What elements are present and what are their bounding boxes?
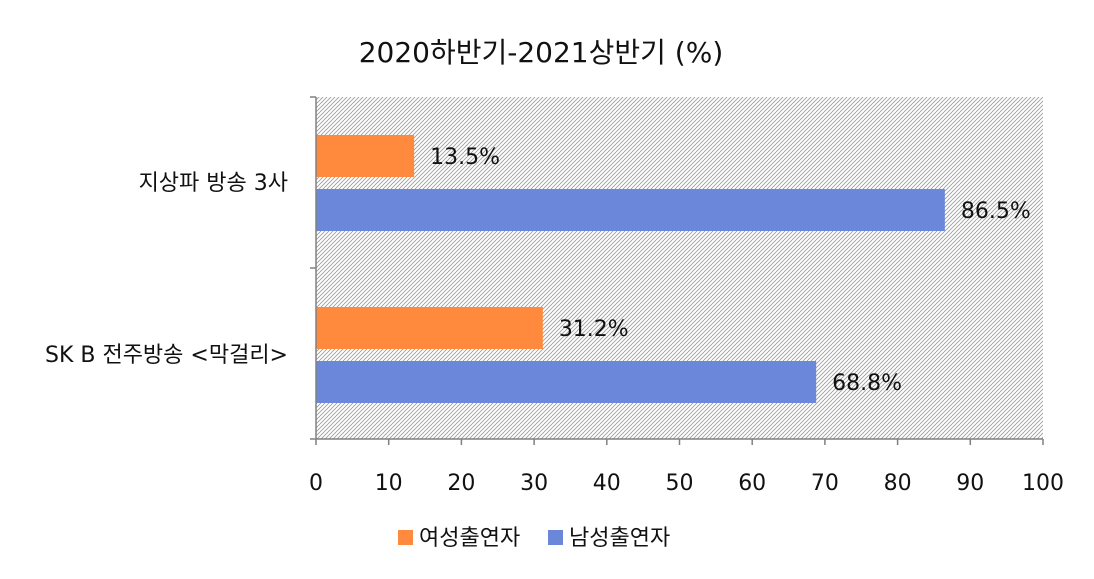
x-tick-label: 40 [593,471,621,496]
legend-swatch [548,530,563,545]
legend-swatch [398,530,413,545]
legend-label: 여성출연자 [419,526,520,551]
category-label: SK B 전주방송 <막걸리> [45,343,288,368]
x-tick-label: 30 [520,471,548,496]
x-tick-label: 80 [884,471,912,496]
bar [316,135,415,177]
legend-label: 남성출연자 [569,526,670,551]
bar [316,189,945,231]
x-tick-label: 10 [375,471,403,496]
data-label: 13.5% [430,145,500,170]
data-label: 31.2% [559,317,629,342]
chart-title: 2020하반기-2021상반기 (%) [359,36,724,69]
bar [316,361,817,403]
x-tick-label: 60 [738,471,766,496]
x-tick-label: 50 [666,471,694,496]
x-tick-label: 70 [811,471,839,496]
category-label: 지상파 방송 3사 [139,171,288,196]
x-tick-label: 90 [956,471,984,496]
x-tick-label: 0 [309,471,323,496]
bar [316,307,543,349]
data-label: 86.5% [961,199,1031,224]
data-label: 68.8% [832,371,902,396]
x-tick-label: 20 [447,471,475,496]
x-tick-label: 100 [1022,471,1064,496]
